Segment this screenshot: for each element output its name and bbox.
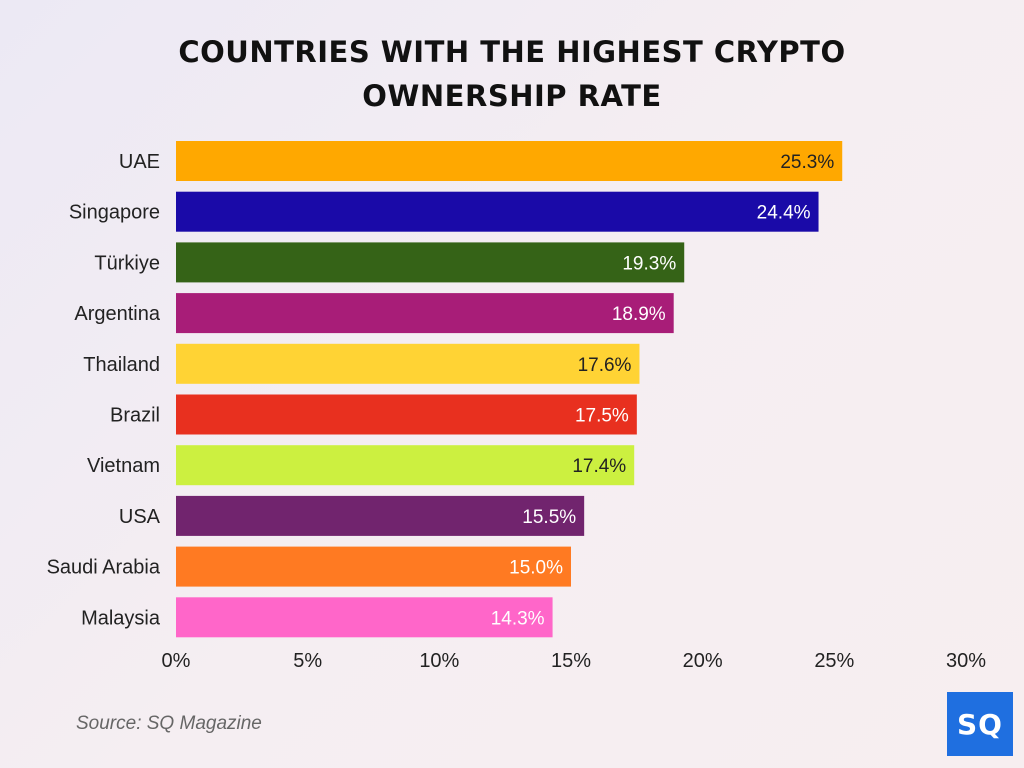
category-label: Türkiye <box>94 252 160 274</box>
bar <box>176 343 640 384</box>
bar <box>176 394 637 435</box>
bar <box>176 141 843 181</box>
category-label: USA <box>119 506 161 528</box>
category-label: Vietnam <box>87 455 160 477</box>
bar <box>176 293 674 334</box>
x-tick-label: 0% <box>162 650 191 672</box>
x-tick-label: 15% <box>551 650 591 672</box>
category-label: Malaysia <box>81 607 161 629</box>
x-tick-label: 25% <box>814 650 854 672</box>
chart-title-line-2: OWNERSHIP RATE <box>362 79 662 113</box>
data-label: 14.3% <box>491 608 545 629</box>
data-label: 15.5% <box>522 507 576 528</box>
data-label: 19.3% <box>622 253 676 274</box>
data-label: 15.0% <box>509 558 563 579</box>
data-label: 24.4% <box>757 203 811 224</box>
category-label: Brazil <box>110 405 160 427</box>
x-tick-label: 5% <box>293 650 322 672</box>
x-tick-label: 30% <box>946 650 986 672</box>
category-label: Thailand <box>83 354 160 376</box>
category-label: UAE <box>119 151 160 173</box>
chart-title-line-1: COUNTRIES WITH THE HIGHEST CRYPTO <box>178 35 846 69</box>
data-label: 17.6% <box>578 355 632 376</box>
category-label: Saudi Arabia <box>47 557 161 579</box>
x-tick-label: 20% <box>683 650 723 672</box>
category-label: Singapore <box>69 202 160 224</box>
data-label: 17.5% <box>575 406 629 427</box>
bar-chart: UAE 25.3% Singapore 24.4% Türkiye 19.3% Argent… <box>47 141 986 672</box>
data-label: 17.4% <box>572 456 626 477</box>
data-label: 25.3% <box>780 152 834 173</box>
bar <box>176 546 571 587</box>
data-label: 18.9% <box>612 304 666 325</box>
source-note: Source: SQ Magazine <box>76 713 262 734</box>
bar <box>176 597 553 638</box>
bar <box>176 445 635 486</box>
sq-logo: SQ <box>947 692 1013 756</box>
x-tick-label: 10% <box>419 650 459 672</box>
bar <box>176 191 819 232</box>
bar <box>176 242 685 283</box>
category-label: Argentina <box>74 303 160 325</box>
chart-title: COUNTRIES WITH THE HIGHEST CRYPTO OWNERS… <box>0 30 1024 118</box>
bar <box>176 495 585 536</box>
